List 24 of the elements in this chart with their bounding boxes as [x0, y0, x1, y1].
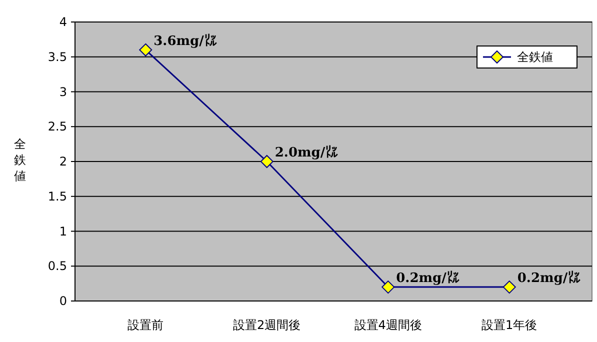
y-tick-label: 3.5	[48, 50, 67, 64]
y-tick-label: 0	[59, 294, 67, 308]
y-tick-label: 1.5	[48, 189, 67, 204]
legend: 全鉄値	[476, 46, 578, 68]
y-tick-label: 0.5	[48, 259, 67, 274]
data-label: 2.0mg/㍑	[274, 144, 338, 160]
point	[382, 280, 395, 294]
y-axis-title: 全鉄値	[14, 137, 26, 183]
data-label: 0.2mg/㍑	[517, 270, 581, 286]
y-tick-label: 1	[59, 224, 67, 238]
point	[139, 43, 152, 56]
x-tick-label: 設置2週間後	[233, 318, 301, 332]
y-tick-label: 4	[59, 15, 67, 29]
x-tick-label: 設置1年後	[482, 318, 538, 332]
x-tick-label: 設置4週間後	[354, 318, 422, 332]
point	[260, 155, 274, 168]
point	[502, 280, 516, 294]
legend-label: 全鉄値	[517, 50, 553, 64]
y-tick-label: 2	[59, 154, 67, 168]
data-label: 0.2mg/㍑	[396, 270, 460, 286]
x-tick-label: 設置前	[128, 318, 164, 332]
data-label: 3.6mg/㍑	[154, 32, 217, 49]
y-tick-label: 3	[59, 84, 67, 99]
y-tick-label: 2.5	[48, 120, 67, 134]
